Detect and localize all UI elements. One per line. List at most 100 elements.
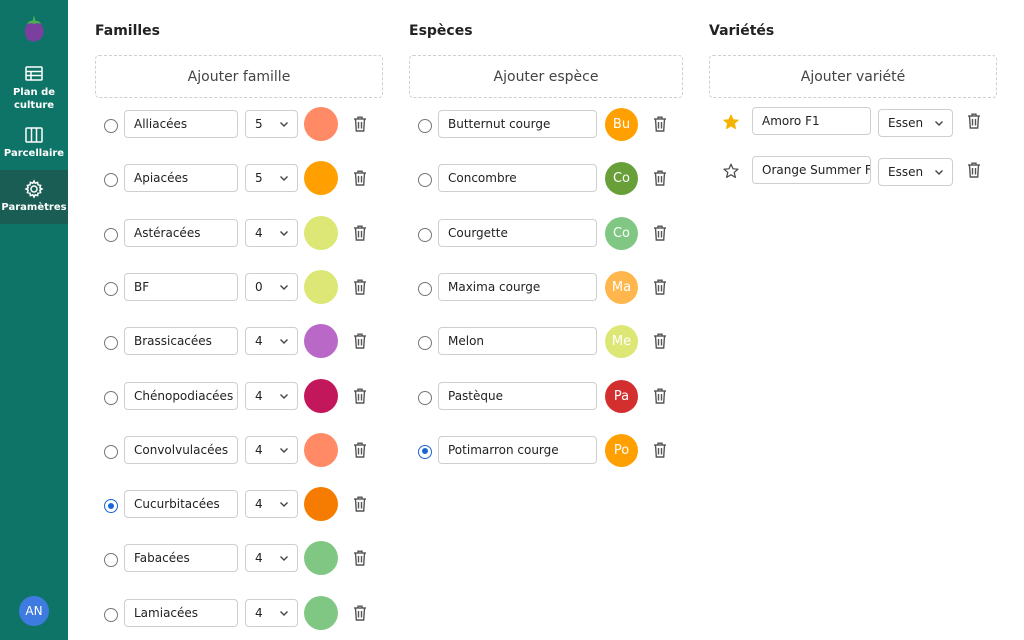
espece-name-input[interactable]: Potimarron courge bbox=[438, 435, 597, 464]
famille-name-input[interactable]: Apiacées bbox=[124, 164, 238, 193]
famille-color-swatch[interactable] bbox=[304, 541, 338, 576]
nav-parametres[interactable]: Paramètres bbox=[0, 170, 68, 224]
variete-type-select[interactable]: Essen bbox=[878, 109, 953, 137]
espece-avatar[interactable]: Me bbox=[605, 325, 638, 359]
espece-avatar[interactable]: Bu bbox=[605, 108, 638, 141]
trash-icon[interactable] bbox=[652, 332, 668, 350]
famille-radio[interactable] bbox=[104, 553, 118, 568]
espece-name-input[interactable]: Butternut courge bbox=[438, 110, 597, 138]
variete-name-input[interactable]: Amoro F1 bbox=[752, 107, 871, 135]
add-famille-button[interactable]: Ajouter famille bbox=[95, 55, 383, 98]
espece-avatar[interactable]: Po bbox=[605, 433, 638, 467]
famille-radio[interactable] bbox=[104, 281, 118, 296]
espece-avatar[interactable]: Co bbox=[605, 162, 638, 196]
espece-radio[interactable] bbox=[418, 444, 432, 459]
variete-row: Amoro F1 Essen bbox=[0, 107, 1024, 138]
espece-radio[interactable] bbox=[418, 390, 432, 405]
trash-icon[interactable] bbox=[652, 387, 668, 405]
famille-name-input[interactable]: Brassicacées bbox=[124, 327, 238, 356]
trash-icon[interactable] bbox=[966, 161, 982, 179]
columns-icon bbox=[25, 127, 43, 143]
trash-icon[interactable] bbox=[652, 169, 668, 187]
famille-rotation-select[interactable]: 4 bbox=[245, 544, 298, 573]
espece-radio[interactable] bbox=[418, 336, 432, 351]
espece-name-input[interactable]: Melon bbox=[438, 327, 597, 356]
famille-name-input[interactable]: BF bbox=[124, 272, 238, 301]
star-outline-icon[interactable] bbox=[723, 163, 739, 179]
trash-icon[interactable] bbox=[352, 495, 368, 513]
nav-parcellaire[interactable]: Parcellaire bbox=[0, 125, 68, 160]
espece-row: Courgette Co bbox=[0, 216, 1024, 250]
famille-name-input[interactable]: Astéracées bbox=[124, 218, 238, 247]
add-variete-button[interactable]: Ajouter variété bbox=[709, 55, 997, 98]
espece-name-input[interactable]: Pastèque bbox=[438, 381, 597, 410]
famille-radio[interactable] bbox=[104, 336, 118, 351]
famille-rotation-select[interactable]: 4 bbox=[245, 435, 298, 464]
famille-rotation-select[interactable]: 4 bbox=[245, 327, 298, 356]
espece-radio[interactable] bbox=[418, 119, 432, 133]
variete-type-select[interactable]: Essen bbox=[878, 158, 953, 186]
famille-color-swatch[interactable] bbox=[304, 161, 338, 196]
trash-icon[interactable] bbox=[352, 549, 368, 567]
trash-icon[interactable] bbox=[352, 115, 368, 133]
famille-name-input[interactable]: Convolvulacées bbox=[124, 435, 238, 464]
famille-name-input[interactable]: Cucurbitacées bbox=[124, 490, 238, 519]
trash-icon[interactable] bbox=[352, 278, 368, 296]
variete-name-input[interactable]: Orange Summer F1 bbox=[752, 156, 871, 184]
famille-rotation-select[interactable]: 5 bbox=[245, 110, 298, 138]
famille-name-input[interactable]: Lamiacées bbox=[124, 598, 238, 627]
famille-radio[interactable] bbox=[104, 119, 118, 133]
trash-icon[interactable] bbox=[652, 224, 668, 242]
famille-row: Lamiacées 4 bbox=[0, 595, 1024, 630]
espece-name-input[interactable]: Concombre bbox=[438, 164, 597, 193]
famille-name-input[interactable]: Fabacées bbox=[124, 544, 238, 573]
famille-row: Alliacées 5 bbox=[0, 107, 1024, 141]
trash-icon[interactable] bbox=[352, 441, 368, 459]
trash-icon[interactable] bbox=[352, 224, 368, 242]
famille-radio[interactable] bbox=[104, 227, 118, 242]
trash-icon[interactable] bbox=[352, 332, 368, 350]
famille-radio[interactable] bbox=[104, 390, 118, 405]
famille-radio[interactable] bbox=[104, 499, 118, 514]
famille-radio[interactable] bbox=[104, 444, 118, 459]
trash-icon[interactable] bbox=[966, 112, 982, 130]
sidebar: Plan de culture Parcellaire Paramètres A… bbox=[0, 0, 68, 640]
star-filled-icon[interactable] bbox=[723, 114, 739, 130]
nav-plan-de-culture[interactable]: Plan de culture bbox=[0, 64, 68, 112]
espece-name-input[interactable]: Maxima courge bbox=[438, 272, 597, 301]
espece-avatar[interactable]: Pa bbox=[605, 379, 638, 413]
trash-icon[interactable] bbox=[352, 604, 368, 622]
espece-avatar[interactable]: Co bbox=[605, 216, 638, 250]
trash-icon[interactable] bbox=[352, 169, 368, 187]
famille-rotation-select[interactable]: 4 bbox=[245, 598, 298, 627]
famille-color-swatch[interactable] bbox=[304, 215, 338, 250]
espece-radio[interactable] bbox=[418, 173, 432, 188]
famille-color-swatch[interactable] bbox=[304, 487, 338, 522]
avatar[interactable]: AN bbox=[19, 596, 49, 626]
famille-radio[interactable] bbox=[104, 607, 118, 622]
espece-radio[interactable] bbox=[418, 227, 432, 242]
famille-rotation-select[interactable]: 4 bbox=[245, 490, 298, 519]
espece-name-input[interactable]: Courgette bbox=[438, 218, 597, 247]
famille-color-swatch[interactable] bbox=[304, 107, 338, 141]
famille-color-swatch[interactable] bbox=[304, 432, 338, 467]
famille-name-input[interactable]: Alliacées bbox=[124, 110, 238, 138]
famille-rotation-select[interactable]: 4 bbox=[245, 381, 298, 410]
famille-rotation-select[interactable]: 4 bbox=[245, 218, 298, 247]
espece-row: Pastèque Pa bbox=[0, 379, 1024, 413]
add-espece-button[interactable]: Ajouter espèce bbox=[409, 55, 683, 98]
famille-name-input[interactable]: Chénopodiacées bbox=[124, 381, 238, 410]
famille-color-swatch[interactable] bbox=[304, 378, 338, 413]
espece-radio[interactable] bbox=[418, 281, 432, 296]
espece-avatar[interactable]: Ma bbox=[605, 270, 638, 304]
trash-icon[interactable] bbox=[352, 387, 368, 405]
famille-rotation-select[interactable]: 0 bbox=[245, 272, 298, 301]
famille-rotation-select[interactable]: 5 bbox=[245, 164, 298, 193]
famille-color-swatch[interactable] bbox=[304, 324, 338, 359]
famille-color-swatch[interactable] bbox=[304, 269, 338, 304]
trash-icon[interactable] bbox=[652, 278, 668, 296]
famille-color-swatch[interactable] bbox=[304, 595, 338, 630]
trash-icon[interactable] bbox=[652, 115, 668, 133]
famille-radio[interactable] bbox=[104, 173, 118, 188]
trash-icon[interactable] bbox=[652, 441, 668, 459]
